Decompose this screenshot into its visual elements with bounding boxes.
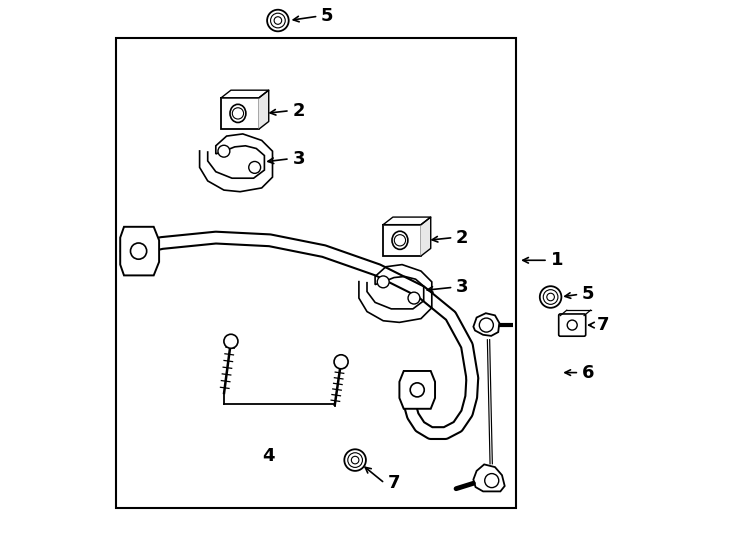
Circle shape [394, 235, 406, 246]
Circle shape [274, 17, 282, 24]
Circle shape [410, 383, 424, 397]
Circle shape [271, 13, 286, 28]
Text: 6: 6 [582, 363, 595, 382]
Circle shape [344, 449, 366, 471]
Circle shape [484, 474, 499, 488]
Circle shape [267, 10, 288, 31]
Ellipse shape [392, 231, 408, 249]
Circle shape [547, 293, 554, 301]
Text: 3: 3 [292, 150, 305, 168]
Polygon shape [221, 90, 269, 98]
Circle shape [352, 456, 359, 464]
Text: 7: 7 [597, 316, 609, 334]
Polygon shape [473, 313, 499, 336]
Text: 5: 5 [582, 285, 595, 303]
Bar [221, 98, 259, 129]
Ellipse shape [230, 104, 246, 123]
Circle shape [539, 286, 562, 308]
Polygon shape [259, 90, 269, 129]
Circle shape [543, 289, 558, 305]
FancyBboxPatch shape [559, 314, 586, 336]
Circle shape [348, 453, 363, 468]
Circle shape [249, 161, 261, 173]
Circle shape [224, 334, 238, 348]
Text: 5: 5 [321, 7, 333, 25]
Circle shape [218, 145, 230, 157]
Circle shape [408, 292, 420, 304]
Polygon shape [120, 227, 159, 275]
Polygon shape [473, 464, 505, 491]
Bar [383, 225, 421, 256]
Text: 3: 3 [456, 278, 468, 296]
Circle shape [479, 318, 493, 332]
Text: 2: 2 [292, 102, 305, 120]
Text: 7: 7 [388, 474, 400, 492]
Polygon shape [421, 217, 431, 256]
Text: 2: 2 [456, 228, 468, 247]
Circle shape [131, 243, 147, 259]
Circle shape [334, 355, 348, 369]
Polygon shape [383, 217, 431, 225]
Bar [116, 38, 515, 508]
Circle shape [567, 320, 577, 330]
Text: 1: 1 [550, 251, 563, 269]
Polygon shape [399, 371, 435, 409]
Circle shape [377, 276, 389, 288]
Circle shape [232, 108, 244, 119]
Text: 4: 4 [262, 447, 275, 465]
